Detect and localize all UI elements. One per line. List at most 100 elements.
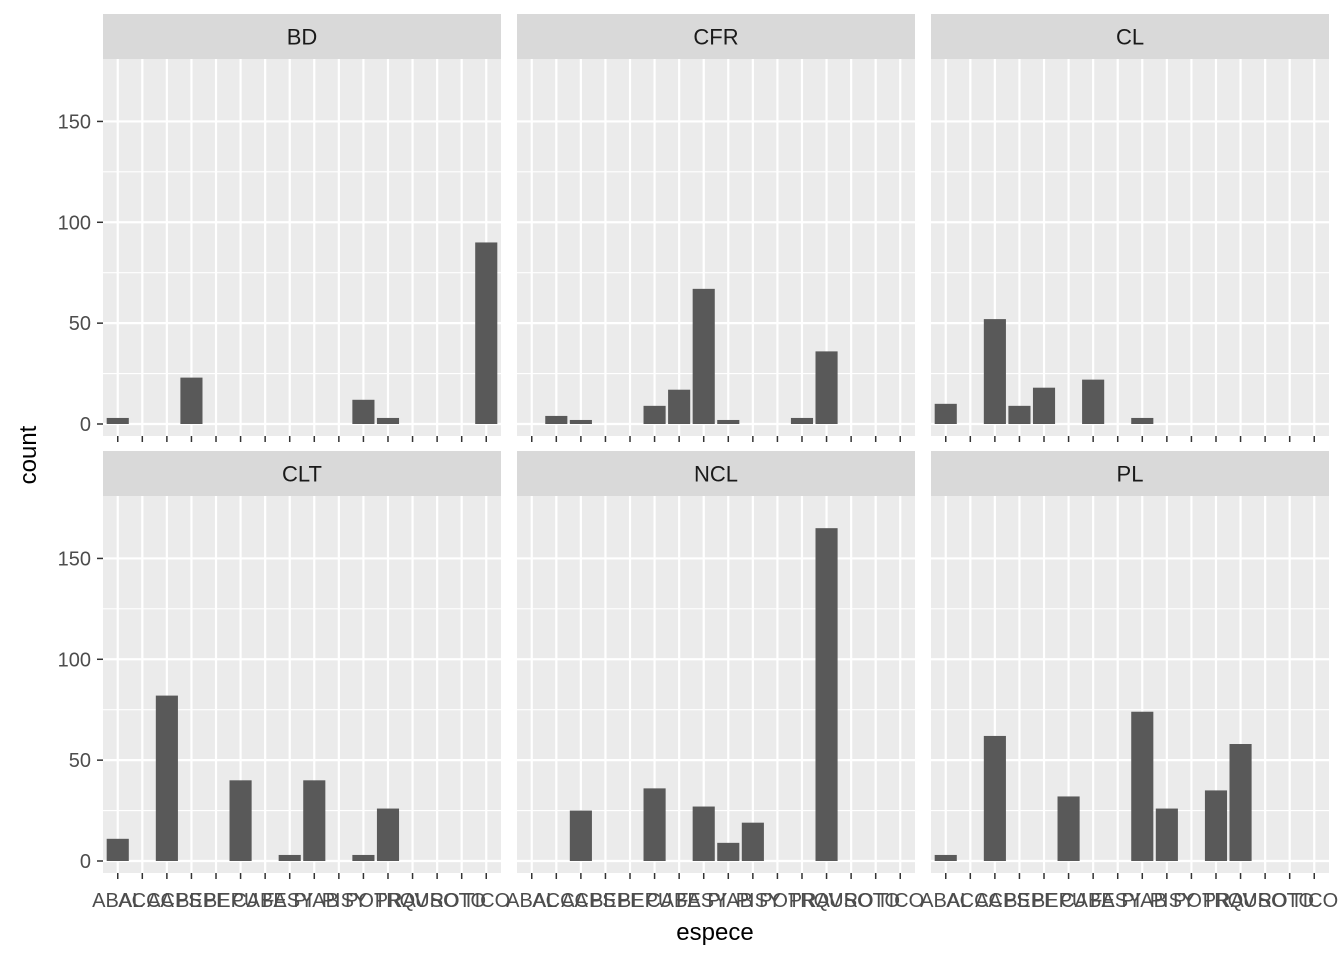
bar-clt-11 (376, 808, 400, 861)
bar-pl-9 (1155, 808, 1178, 861)
x-tick-label: ACPS (147, 890, 201, 912)
facet-strip (517, 14, 915, 59)
bar-clt-5 (229, 780, 252, 861)
x-tick-label: BEPU (1032, 890, 1086, 912)
y-tick-label: 150 (58, 548, 91, 570)
bar-ncl-2 (569, 810, 592, 861)
bar-clt-7 (278, 854, 301, 861)
bar-clt-10 (352, 854, 375, 861)
x-tick-label: BEPU (204, 890, 258, 912)
x-tick-label: PRAV (789, 890, 843, 912)
facet-bd: BD 0 50 100 150 (58, 14, 501, 442)
x-tick-label: QURO (400, 890, 460, 912)
x-tick-label: ABAL (92, 890, 143, 912)
bar-pl-2 (983, 735, 1006, 861)
x-tick-label: SOTO (1258, 890, 1314, 912)
bar-cfr-12 (815, 351, 838, 424)
x-tick-label: POTR (759, 890, 815, 912)
facet-strip-label: CFR (693, 25, 738, 50)
facet-strip (103, 451, 501, 496)
bar-ncl-5 (643, 788, 666, 861)
bar-cfr-6 (668, 389, 691, 424)
bar-ncl-8 (717, 842, 740, 861)
x-tick-label: ABAL (920, 890, 971, 912)
facet-strip-label: NCL (694, 462, 738, 487)
x-tick-label: FASY (1090, 890, 1141, 912)
y-axis-title: count (15, 425, 42, 484)
x-tick-label: TICO (1290, 890, 1338, 912)
bar-pl-5 (1057, 796, 1080, 861)
bar-pl-11 (1204, 790, 1228, 861)
x-tick-label: TICO (876, 890, 924, 912)
bar-bd-3 (180, 377, 203, 424)
panel-background (103, 59, 501, 436)
bar-cl-2 (983, 319, 1006, 424)
x-tick-label: BEPE (590, 890, 643, 912)
x-tick-label: ABAL (506, 890, 557, 912)
facet-pl: PL ABALACCAACPSBEPEBEPUCABEFASYPIABPISYPO… (920, 451, 1338, 912)
x-tick-label: ACCA (118, 890, 174, 912)
y-tick-label: 150 (58, 111, 91, 133)
facet-strip-label: CLT (282, 462, 322, 487)
bar-clt-8 (303, 780, 326, 861)
x-tick-label: FASY (676, 890, 727, 912)
x-tick-label: SOTO (844, 890, 900, 912)
y-tick-label: 50 (69, 313, 91, 335)
x-tick-label: TICO (462, 890, 510, 912)
facet-cfr: CFR (517, 14, 915, 442)
x-tick-label: ACPS (561, 890, 615, 912)
bar-bd-0 (106, 417, 129, 424)
x-tick-label: CABE (232, 890, 286, 912)
bar-pl-12 (1229, 744, 1252, 861)
bar-clt-0 (106, 838, 129, 861)
x-tick-label: CABE (1060, 890, 1114, 912)
x-tick-label: BEPE (176, 890, 229, 912)
bar-cl-4 (1032, 387, 1056, 424)
facet-strip-label: CL (1116, 25, 1144, 50)
y-tick-label: 100 (58, 212, 91, 234)
facet-strip (931, 451, 1329, 496)
bar-ncl-7 (692, 806, 715, 861)
y-tick-label: 0 (80, 414, 91, 436)
facet-strip (931, 14, 1329, 59)
bar-cfr-11 (790, 417, 814, 424)
x-axis-title: espece (676, 919, 753, 946)
bar-cfr-2 (569, 419, 592, 424)
x-tick-label: FASY (262, 890, 313, 912)
y-tick-label: 50 (69, 750, 91, 772)
x-tick-label: PISY (322, 890, 368, 912)
y-tick-label: 0 (80, 851, 91, 873)
x-tick-label: BEPE (1004, 890, 1057, 912)
bar-cl-8 (1131, 417, 1154, 424)
x-tick-label: QURO (814, 890, 874, 912)
x-tick-label: PIAB (1121, 890, 1167, 912)
bar-bd-15 (475, 242, 498, 424)
bar-cl-0 (934, 403, 957, 424)
facet-strip-label: BD (287, 25, 318, 50)
x-tick-label: POTR (1173, 890, 1229, 912)
x-tick-label: SOTO (430, 890, 486, 912)
bar-cl-3 (1008, 405, 1031, 424)
facet-strip-label: PL (1117, 462, 1144, 487)
bar-pl-0 (934, 854, 957, 861)
x-tick-label: ACPS (975, 890, 1029, 912)
x-tick-label: ACCA (532, 890, 588, 912)
x-tick-label: CABE (646, 890, 700, 912)
bar-cfr-1 (545, 415, 568, 424)
x-tick-label: PIAB (293, 890, 339, 912)
bar-ncl-9 (741, 822, 764, 861)
facet-cl: CL (931, 14, 1329, 442)
facet-clt: CLT 0 50 100 150 ABALACCAACPSBEPEBEPUCABEFASY… (58, 451, 510, 912)
facet-strip (517, 451, 915, 496)
bar-pl-8 (1131, 711, 1154, 861)
x-tick-label: QURO (1228, 890, 1288, 912)
x-tick-label: POTR (345, 890, 401, 912)
x-tick-label: PISY (736, 890, 782, 912)
facet-ncl: NCLABALACCAACPSBEPEBEPUCABEFASYPIABPISYP… (506, 451, 924, 912)
facet-strip (103, 14, 501, 59)
bar-cfr-8 (717, 419, 740, 424)
x-tick-label: BEPU (618, 890, 672, 912)
bar-bd-10 (352, 399, 375, 424)
